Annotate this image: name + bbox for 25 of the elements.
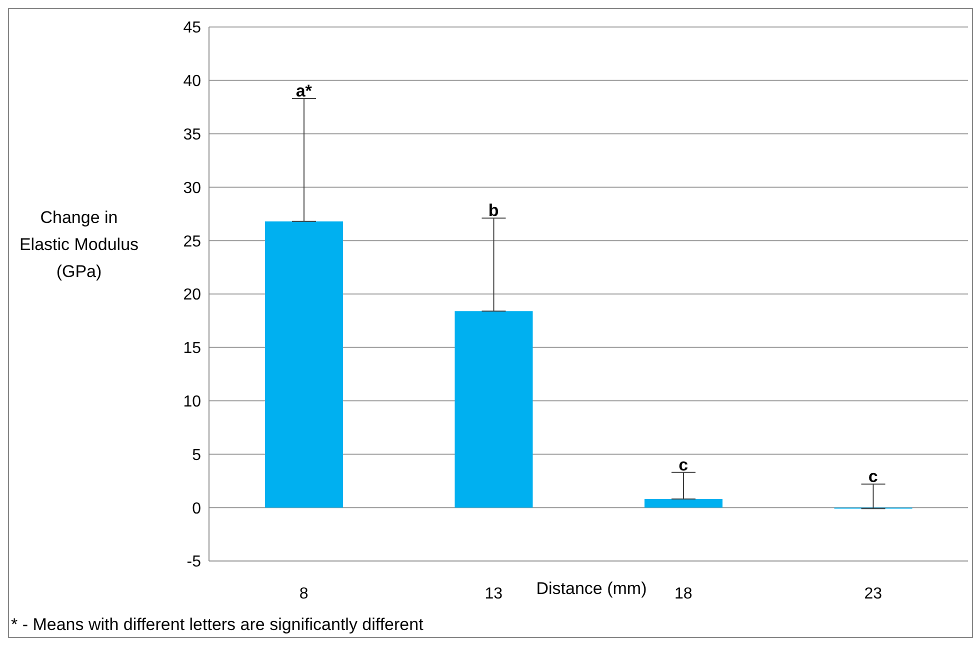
y-tick-label: 5 (192, 446, 202, 464)
x-axis-title: Distance (mm) (536, 579, 647, 598)
y-tick-label: 45 (183, 20, 202, 37)
y-tick-label: 30 (183, 180, 202, 197)
x-tick-label: 18 (674, 585, 692, 602)
y-tick-label: 35 (183, 126, 202, 144)
bar (265, 221, 343, 508)
x-tick-label: 13 (484, 585, 503, 602)
x-tick-label: 8 (299, 585, 308, 602)
annotation: c (678, 455, 688, 474)
y-tick-label: 10 (183, 393, 202, 410)
y-tick-label: 25 (183, 233, 202, 250)
annotation: a* (296, 82, 312, 101)
text: * - Means with different letters are significantly different (11, 615, 424, 635)
bar (454, 311, 533, 508)
y-tick-label: 15 (183, 340, 202, 358)
y-tick-label: -5 (186, 554, 202, 571)
x-tick-label: 23 (864, 585, 882, 602)
annotation: b (488, 201, 499, 220)
y-tick-label: 0 (192, 500, 202, 518)
bar (644, 499, 722, 508)
annotation: c (868, 467, 878, 486)
y-tick-label: 20 (183, 286, 202, 304)
y-tick-label: 40 (183, 73, 202, 90)
y-axis-title: Change in Elastic Modulus (GPa) (19, 207, 139, 283)
